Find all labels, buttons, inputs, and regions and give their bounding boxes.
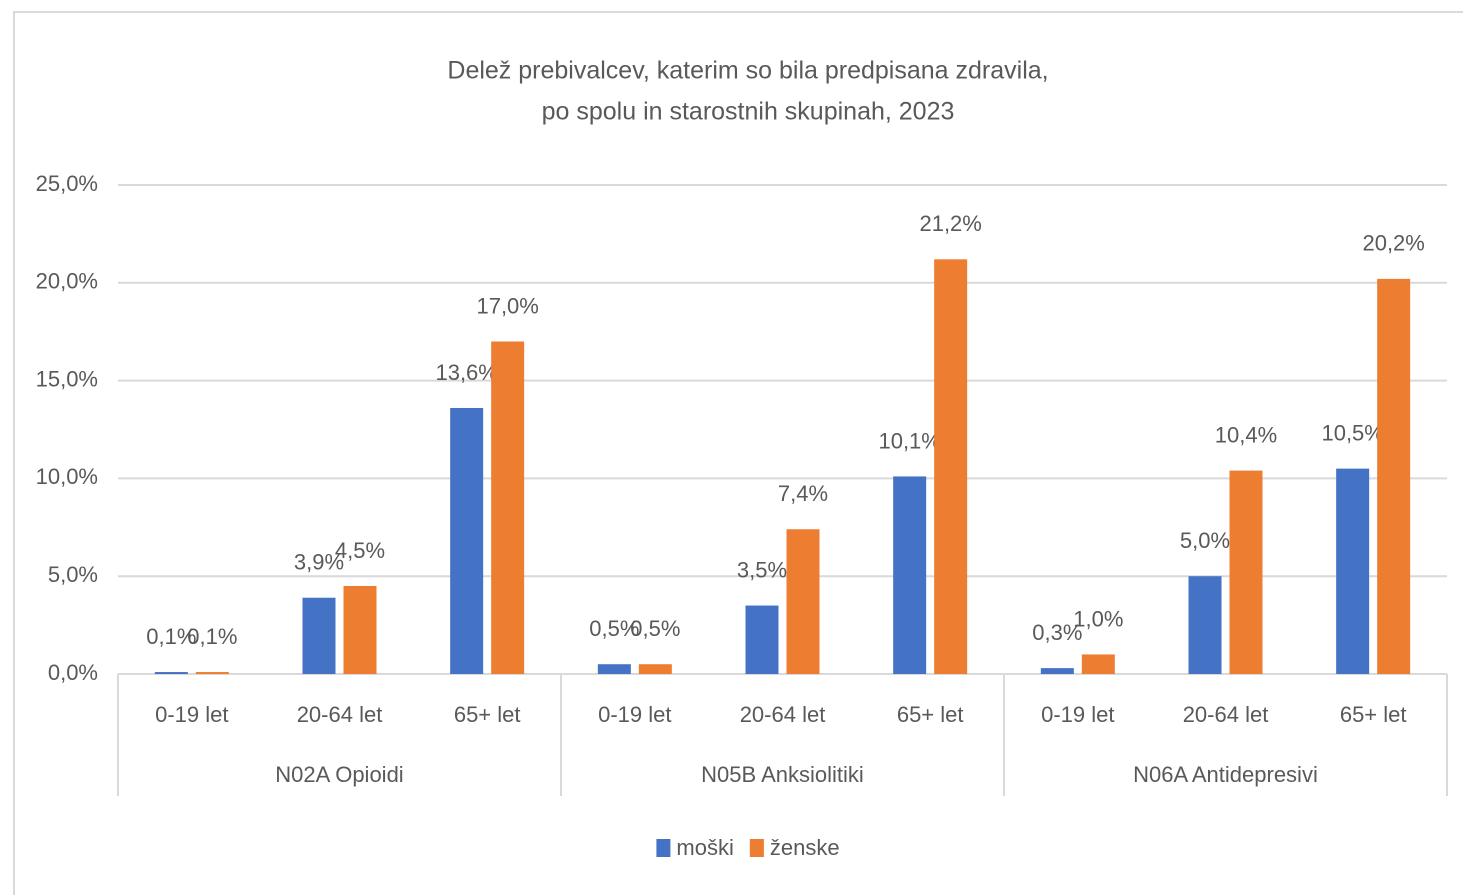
data-label: 20,2% xyxy=(1362,231,1424,256)
bar xyxy=(154,672,188,674)
bar xyxy=(195,672,229,674)
bar xyxy=(745,605,779,674)
data-label: 5,0% xyxy=(1180,528,1230,553)
bar xyxy=(1377,278,1411,674)
bar xyxy=(638,664,672,674)
data-label: 0,5% xyxy=(630,616,680,641)
x-tick-label: 65+ let xyxy=(897,702,964,727)
chart-title: po spolu in starostnih skupinah, 2023 xyxy=(542,98,955,126)
legend-label: ženske xyxy=(770,835,840,860)
group-label: N05B Anksiolitiki xyxy=(701,762,864,787)
x-tick-label: 0-19 let xyxy=(598,702,671,727)
bar xyxy=(343,585,377,674)
data-label: 0,3% xyxy=(1032,620,1082,645)
legend-swatch xyxy=(749,839,764,857)
y-tick-label: 25,0% xyxy=(36,171,98,196)
bar xyxy=(450,407,484,674)
data-label: 21,2% xyxy=(919,211,981,236)
data-label: 13,6% xyxy=(435,360,497,385)
group-label: N02A Opioidi xyxy=(275,762,403,787)
data-label: 17,0% xyxy=(476,293,538,318)
bar xyxy=(302,597,336,674)
data-label: 10,4% xyxy=(1215,422,1277,447)
data-label: 10,5% xyxy=(1321,420,1383,445)
bar xyxy=(1336,468,1370,674)
bar xyxy=(893,476,927,674)
data-label: 3,5% xyxy=(737,557,787,582)
data-label: 7,4% xyxy=(778,481,828,506)
bar xyxy=(1081,654,1115,674)
x-tick-label: 0-19 let xyxy=(155,702,228,727)
x-tick-label: 20-64 let xyxy=(1183,702,1269,727)
data-label: 10,1% xyxy=(878,428,940,453)
data-label: 0,1% xyxy=(187,624,237,649)
bar xyxy=(1040,668,1074,674)
data-label: 3,9% xyxy=(294,550,344,575)
data-label: 1,0% xyxy=(1073,606,1123,631)
x-tick-label: 65+ let xyxy=(1340,702,1407,727)
x-tick-label: 65+ let xyxy=(454,702,521,727)
chart-frame xyxy=(13,11,1463,895)
y-tick-label: 15,0% xyxy=(36,366,98,391)
y-tick-label: 0,0% xyxy=(48,660,98,685)
bar xyxy=(597,664,631,674)
bar xyxy=(786,529,820,674)
bar xyxy=(1188,576,1222,674)
bar xyxy=(491,341,525,674)
chart-title: Delež prebivalcev, katerim so bila predp… xyxy=(447,57,1048,85)
data-label: 0,5% xyxy=(589,616,639,641)
data-label: 0,1% xyxy=(146,624,196,649)
bar xyxy=(1229,470,1263,674)
legend-label: moški xyxy=(676,835,733,860)
x-tick-label: 20-64 let xyxy=(297,702,383,727)
data-label: 4,5% xyxy=(335,538,385,563)
bar xyxy=(934,259,968,674)
y-tick-label: 5,0% xyxy=(48,562,98,587)
x-tick-label: 20-64 let xyxy=(740,702,826,727)
y-tick-label: 10,0% xyxy=(36,464,98,489)
x-tick-label: 0-19 let xyxy=(1041,702,1114,727)
y-tick-label: 20,0% xyxy=(36,269,98,294)
group-label: N06A Antidepresivi xyxy=(1133,762,1318,787)
legend-swatch xyxy=(656,839,671,857)
